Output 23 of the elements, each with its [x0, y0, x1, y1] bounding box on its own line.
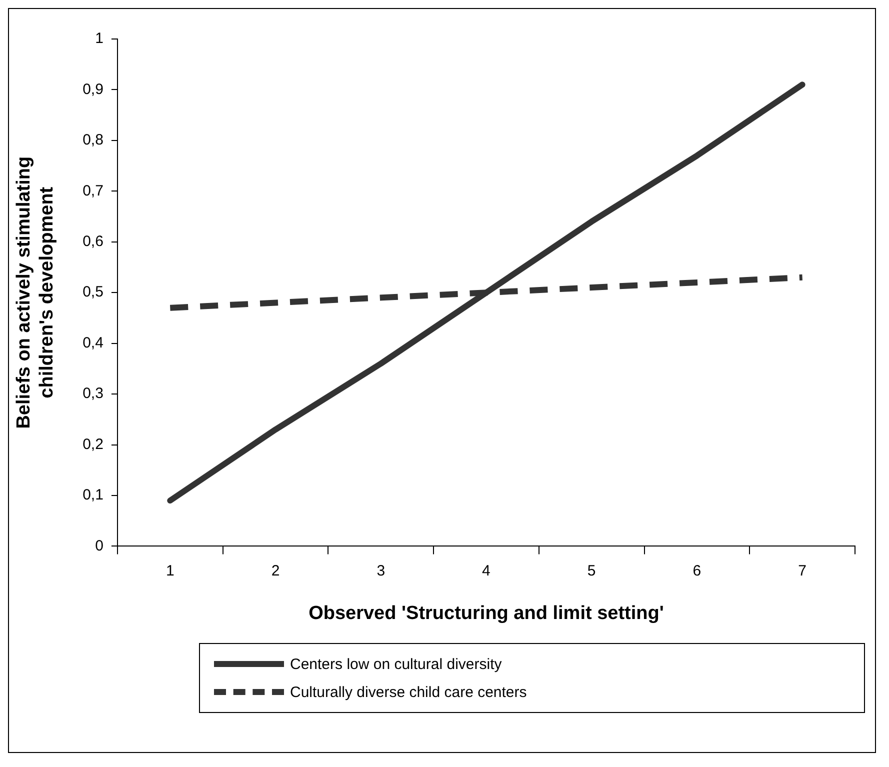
x-tick-label: 5	[587, 562, 596, 580]
y-tick-label: 0,5	[82, 284, 104, 301]
x-tick-label: 2	[271, 562, 280, 580]
y-tick-label: 0,1	[82, 486, 104, 504]
x-axis-title: Observed 'Structuring and limit setting'	[308, 602, 664, 624]
y-tick-label: 0,3	[82, 385, 104, 402]
y-axis-title: Beliefs on actively stimulating children's development	[14, 156, 58, 429]
y-tick-label: 0,8	[82, 132, 104, 149]
x-tick-label: 3	[376, 562, 386, 580]
x-tick-label: 7	[798, 562, 806, 580]
x-tick-label: 4	[482, 562, 490, 580]
y-tick-label: 1	[95, 30, 104, 48]
chart-frame: Observed 'Structuring and limit setting' Beliefs on actively stimulating children's development 1 2 3 4 5 6 7 0 0,1 0,2 0,3 0,4 0,5 0,6 0,7 0,8 0,9 1 Centers low on cultural diversity Culturally diverse child care centers	[8, 8, 876, 753]
y-tick-label: 0,2	[82, 436, 104, 453]
y-tick-label: 0,7	[82, 182, 104, 200]
x-tick-label: 6	[692, 562, 702, 580]
y-tick-label: 0,9	[82, 80, 104, 98]
x-tick-label: 1	[166, 562, 174, 580]
legend-label: Culturally diverse child care centers	[290, 684, 527, 700]
y-tick-label: 0,4	[82, 334, 104, 352]
y-tick-label: 0	[95, 537, 104, 554]
legend-label: Centers low on cultural diversity	[290, 656, 502, 672]
y-tick-label: 0,6	[82, 233, 104, 250]
